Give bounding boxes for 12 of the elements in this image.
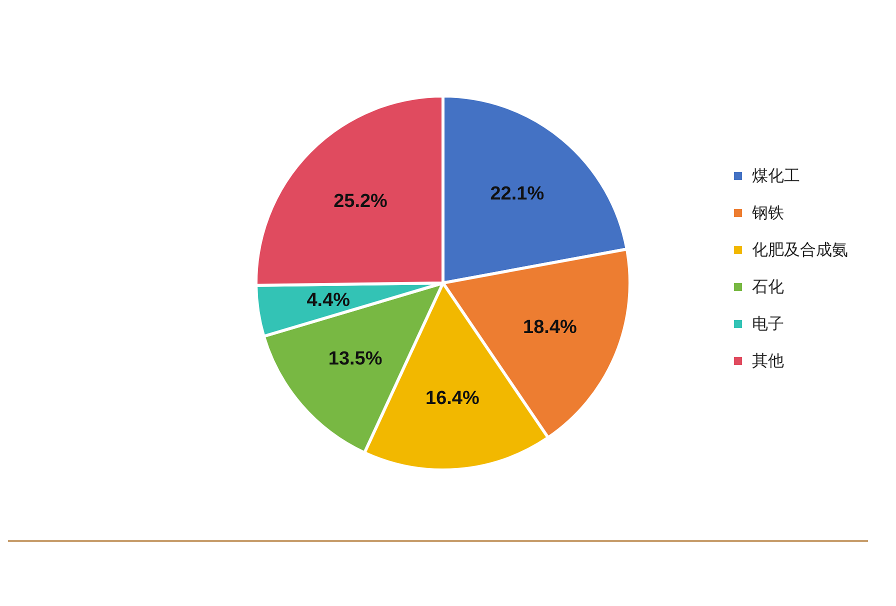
legend-label: 电子 [752, 313, 784, 335]
legend-label: 化肥及合成氨 [752, 239, 848, 261]
data-label: 18.4% [523, 317, 578, 338]
legend-label: 其他 [752, 350, 784, 372]
legend-label: 石化 [752, 276, 784, 298]
data-label: 16.4% [426, 388, 480, 410]
data-label: 25.2% [334, 191, 388, 212]
data-label: 22.1% [490, 183, 544, 204]
legend-label: 钢铁 [752, 202, 784, 224]
data-label: 4.4% [306, 290, 350, 311]
legend-label: 煤化工 [752, 165, 800, 187]
data-label: 13.5% [328, 348, 382, 370]
